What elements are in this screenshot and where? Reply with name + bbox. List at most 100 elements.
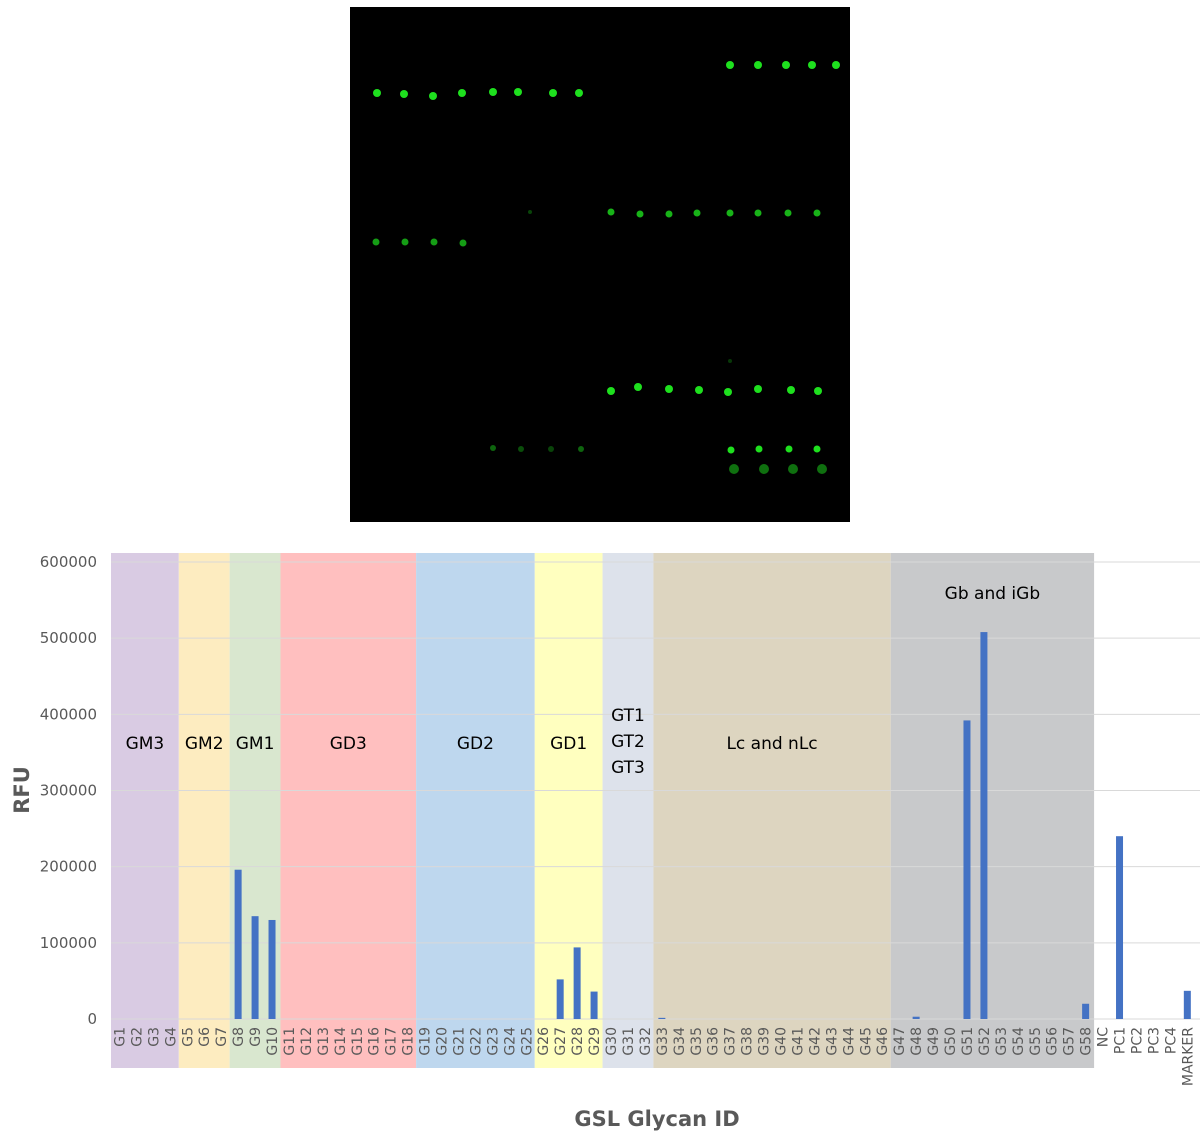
x-tick-label: G1 bbox=[112, 1027, 128, 1047]
x-tick-label: G45 bbox=[858, 1027, 874, 1056]
bar-G29 bbox=[590, 991, 598, 1019]
group-bands bbox=[111, 553, 1095, 1068]
x-tick-label: G50 bbox=[943, 1027, 959, 1056]
x-tick-label: G58 bbox=[1079, 1027, 1095, 1056]
group-label-4: GD2 bbox=[457, 734, 494, 754]
x-tick-label: G23 bbox=[485, 1027, 501, 1056]
x-tick-label: G12 bbox=[299, 1027, 315, 1056]
group-label-3: GD3 bbox=[330, 734, 367, 754]
array-spot bbox=[817, 464, 827, 474]
x-tick-label: PC3 bbox=[1146, 1027, 1162, 1054]
array-spot bbox=[401, 238, 409, 246]
bar-G58 bbox=[1082, 1003, 1090, 1019]
group-label-2: GM1 bbox=[236, 734, 275, 754]
group-label-0: GM3 bbox=[126, 734, 165, 754]
x-tick-label: G52 bbox=[977, 1027, 993, 1056]
x-tick-label: G17 bbox=[384, 1027, 400, 1056]
x-tick-label: G51 bbox=[960, 1027, 976, 1056]
array-spot bbox=[459, 239, 467, 247]
bar-G48 bbox=[912, 1016, 920, 1019]
y-axis-label: RFU bbox=[10, 766, 34, 814]
group-band-8 bbox=[890, 553, 1095, 1068]
x-tick-label: G29 bbox=[587, 1027, 603, 1056]
array-spot bbox=[724, 388, 732, 396]
array-spot bbox=[514, 88, 522, 96]
array-spot bbox=[518, 446, 524, 452]
x-tick-label: G37 bbox=[723, 1027, 739, 1056]
x-tick-label: PC4 bbox=[1163, 1027, 1179, 1054]
x-tick-label: G44 bbox=[841, 1027, 857, 1056]
group-label-6: GT1 GT2 GT3 bbox=[611, 706, 645, 778]
array-spot bbox=[754, 385, 762, 393]
x-tick-label: G49 bbox=[926, 1027, 942, 1056]
x-tick-label: G13 bbox=[316, 1027, 332, 1056]
y-tick-label: 500000 bbox=[40, 629, 97, 647]
array-spot bbox=[575, 89, 583, 97]
bar-G33 bbox=[658, 1017, 666, 1019]
array-spot bbox=[607, 387, 615, 395]
x-tick-label: G57 bbox=[1062, 1027, 1078, 1056]
array-spot bbox=[373, 89, 381, 97]
y-tick-label: 200000 bbox=[40, 858, 97, 876]
x-tick-labels: G1 G2 G3 G4 G5 G6 G7 G8 G9 G10 G11 G12 G13 G14 G15 G16 G… bbox=[112, 1027, 1196, 1086]
array-spot bbox=[813, 209, 821, 217]
array-spot bbox=[528, 210, 532, 214]
x-tick-label: G27 bbox=[553, 1027, 569, 1056]
x-tick-label: G7 bbox=[214, 1027, 230, 1047]
array-spot bbox=[759, 464, 769, 474]
x-tick-label: NC bbox=[1096, 1027, 1112, 1047]
group-label-8: Gb and iGb bbox=[945, 584, 1040, 604]
glycan-array-scan-image bbox=[350, 7, 935, 522]
x-tick-label: G53 bbox=[994, 1027, 1010, 1056]
array-spot bbox=[429, 92, 437, 100]
array-spot bbox=[490, 445, 496, 451]
array-spot bbox=[636, 210, 644, 218]
x-tick-label: G36 bbox=[706, 1027, 722, 1056]
group-band-4 bbox=[416, 553, 535, 1068]
bar-G52 bbox=[980, 632, 988, 1019]
x-tick-label: G15 bbox=[350, 1027, 366, 1056]
x-tick-label: G8 bbox=[231, 1027, 247, 1047]
array-spot bbox=[782, 61, 790, 69]
gridlines bbox=[111, 561, 1200, 1020]
x-tick-label: G34 bbox=[672, 1027, 688, 1056]
x-tick-label: G9 bbox=[248, 1027, 264, 1047]
bar-G51 bbox=[963, 720, 971, 1019]
x-tick-label: G4 bbox=[163, 1027, 179, 1047]
array-spot bbox=[784, 209, 792, 217]
x-tick-label: G24 bbox=[502, 1027, 518, 1056]
x-tick-label: G55 bbox=[1028, 1027, 1044, 1056]
x-tick-label: G42 bbox=[807, 1027, 823, 1056]
bar-G8 bbox=[234, 869, 242, 1019]
x-tick-label: G25 bbox=[519, 1027, 535, 1056]
group-band-1 bbox=[178, 553, 230, 1068]
array-spots bbox=[372, 61, 935, 474]
group-label-5: GD1 bbox=[550, 734, 587, 754]
x-tick-label: G48 bbox=[909, 1027, 925, 1056]
x-tick-label: PC1 bbox=[1113, 1027, 1129, 1054]
x-tick-label: G46 bbox=[875, 1027, 891, 1056]
x-tick-label: G38 bbox=[740, 1027, 756, 1056]
array-spot bbox=[785, 445, 793, 453]
x-tick-label: G19 bbox=[418, 1027, 434, 1056]
x-tick-label: G20 bbox=[435, 1027, 451, 1056]
x-tick-label: G30 bbox=[604, 1027, 620, 1056]
x-tick-label: G14 bbox=[333, 1027, 349, 1056]
x-tick-label: G22 bbox=[468, 1027, 484, 1056]
y-tick-label: 400000 bbox=[40, 705, 97, 723]
array-spot bbox=[665, 210, 673, 218]
bar-G9 bbox=[251, 916, 259, 1019]
x-tick-label: G35 bbox=[689, 1027, 705, 1056]
group-band-6 bbox=[602, 553, 654, 1068]
array-spot bbox=[430, 238, 438, 246]
x-tick-label: G32 bbox=[638, 1027, 654, 1056]
x-tick-label: G3 bbox=[146, 1027, 162, 1047]
array-spot bbox=[489, 88, 497, 96]
array-spot bbox=[578, 446, 584, 452]
array-spot bbox=[607, 208, 615, 216]
array-spot bbox=[693, 209, 701, 217]
array-spot bbox=[814, 387, 822, 395]
rfu-bar-chart: 0 100000 200000 300000 400000 500000 600000 G1… bbox=[10, 553, 1200, 1131]
bar-PC1 bbox=[1116, 836, 1124, 1019]
group-label-1: GM2 bbox=[185, 734, 224, 754]
